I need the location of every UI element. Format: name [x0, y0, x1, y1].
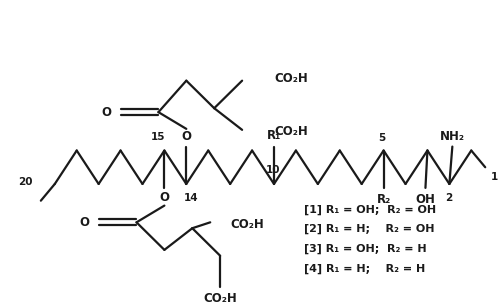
Text: O: O [102, 106, 112, 119]
Text: 20: 20 [18, 177, 33, 187]
Text: OH: OH [416, 193, 436, 206]
Text: CO₂H: CO₂H [230, 218, 264, 231]
Text: 15: 15 [151, 132, 166, 142]
Text: CO₂H: CO₂H [274, 72, 308, 85]
Text: 5: 5 [378, 133, 385, 143]
Text: 1: 1 [491, 172, 498, 182]
Text: O: O [160, 191, 170, 204]
Text: CO₂H: CO₂H [204, 292, 237, 305]
Text: 2: 2 [444, 193, 452, 203]
Text: 10: 10 [266, 165, 280, 175]
Text: 14: 14 [184, 193, 198, 203]
Text: [3] R₁ = OH;  R₂ = H: [3] R₁ = OH; R₂ = H [304, 244, 426, 254]
Text: [4] R₁ = H;    R₂ = H: [4] R₁ = H; R₂ = H [304, 264, 425, 274]
Text: [1] R₁ = OH;  R₂ = OH: [1] R₁ = OH; R₂ = OH [304, 204, 436, 215]
Text: CO₂H: CO₂H [274, 125, 308, 138]
Text: O: O [80, 216, 90, 229]
Text: O: O [182, 130, 192, 143]
Text: R₂: R₂ [376, 193, 390, 206]
Text: [2] R₁ = H;    R₂ = OH: [2] R₁ = H; R₂ = OH [304, 224, 434, 234]
Text: R₁: R₁ [267, 129, 281, 142]
Text: NH₂: NH₂ [440, 130, 465, 143]
